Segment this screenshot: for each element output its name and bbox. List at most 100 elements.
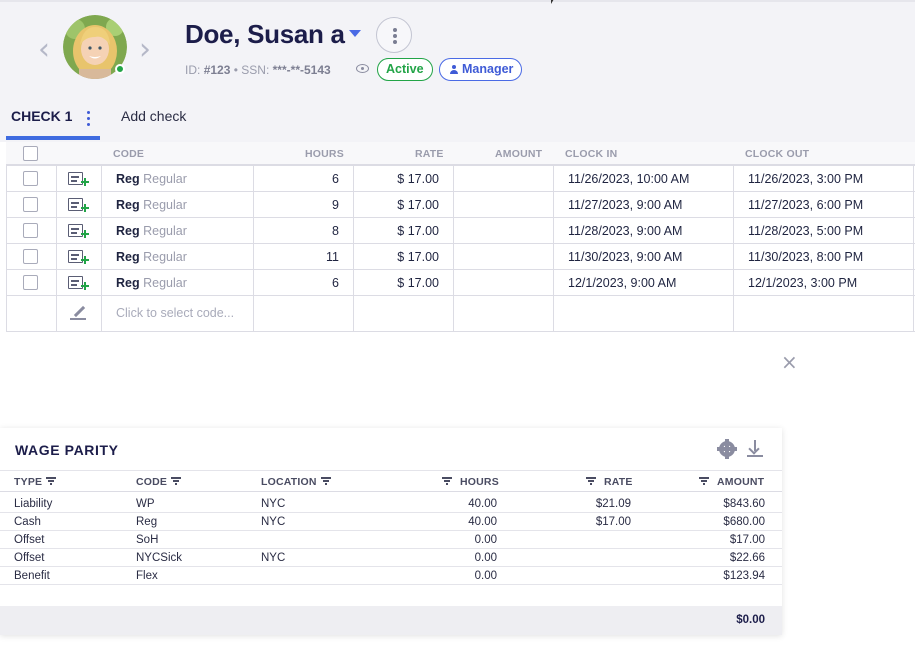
row-hours[interactable]: 6 xyxy=(332,172,339,186)
code-short: Reg xyxy=(116,250,140,264)
wp-location: NYC xyxy=(261,552,286,564)
row-clock-in[interactable]: 11/27/2023, 9:00 AM xyxy=(568,198,683,212)
role-label: Manager xyxy=(462,62,514,76)
show-ssn-eye-icon[interactable] xyxy=(356,64,369,73)
select-code-placeholder[interactable]: Click to select code... xyxy=(116,306,235,320)
edit-pencil-icon[interactable] xyxy=(70,304,86,320)
check-grid-header: CODE HOURS RATE AMOUNT CLOCK IN CLOCK OU… xyxy=(6,142,915,166)
wp-hours: 40.00 xyxy=(468,498,497,510)
close-icon[interactable]: × xyxy=(781,350,798,374)
wp-code: NYCSick xyxy=(136,552,183,564)
row-clock-out[interactable]: 11/30/2023, 8:00 PM xyxy=(748,250,864,264)
tab-check-1[interactable]: CHECK 1 xyxy=(11,108,73,124)
kebab-dot xyxy=(87,123,90,126)
row-checkbox[interactable] xyxy=(23,249,38,264)
tab-add-check[interactable]: Add check xyxy=(121,108,187,124)
row-checkbox[interactable] xyxy=(23,223,38,238)
filter-icon[interactable] xyxy=(442,477,452,485)
wage-parity-total: $0.00 xyxy=(736,614,765,626)
row-code[interactable]: Reg Regular xyxy=(116,276,187,290)
col-clock-in-header[interactable]: CLOCK IN xyxy=(565,148,618,160)
row-hours[interactable]: 9 xyxy=(332,198,339,212)
wp-type: Offset xyxy=(14,552,45,564)
next-employee-chevron-icon[interactable]: › xyxy=(139,32,151,67)
row-clock-out[interactable]: 11/28/2023, 5:00 PM xyxy=(748,224,864,238)
wp-amount: $22.66 xyxy=(729,552,765,564)
add-note-icon[interactable] xyxy=(68,250,89,264)
wp-amount: $17.00 xyxy=(729,534,765,546)
filter-icon[interactable] xyxy=(699,477,709,485)
kebab-dot xyxy=(393,34,397,38)
table-row[interactable]: Offset NYCSick NYC 0.00 $22.66 xyxy=(0,549,782,567)
filter-icon[interactable] xyxy=(171,477,182,485)
row-checkbox[interactable] xyxy=(23,275,38,290)
check-options-kebab-icon[interactable] xyxy=(87,110,91,126)
row-code[interactable]: Reg Regular xyxy=(116,250,187,264)
col-code-header[interactable]: CODE xyxy=(113,148,145,160)
code-short: Reg xyxy=(116,224,140,238)
wage-parity-title: WAGE PARITY xyxy=(15,442,119,458)
row-clock-out[interactable]: 12/1/2023, 3:00 PM xyxy=(748,276,858,290)
row-clock-in[interactable]: 12/1/2023, 9:00 AM xyxy=(568,276,677,290)
row-rate[interactable]: $ 17.00 xyxy=(397,250,439,264)
download-icon[interactable] xyxy=(747,440,763,457)
col-clock-out-header[interactable]: CLOCK OUT xyxy=(745,148,810,160)
row-clock-in[interactable]: 11/30/2023, 9:00 AM xyxy=(568,250,683,264)
row-code[interactable]: Reg Regular xyxy=(116,172,187,186)
kebab-dot xyxy=(87,111,90,114)
add-note-icon[interactable] xyxy=(68,276,89,290)
add-note-icon[interactable] xyxy=(68,172,89,186)
col-rate-header[interactable]: RATE xyxy=(415,148,444,160)
col-rate-header[interactable]: RATE xyxy=(586,476,633,488)
code-description: Regular xyxy=(143,198,187,212)
wp-location: NYC xyxy=(261,498,286,510)
row-rate[interactable]: $ 17.00 xyxy=(397,224,439,238)
previous-employee-chevron-icon[interactable]: ‹ xyxy=(38,32,50,67)
employee-switcher-caret-icon[interactable] xyxy=(349,30,361,37)
table-row[interactable]: Benefit Flex 0.00 $123.94 xyxy=(0,567,782,585)
table-row[interactable]: Reg Regular 6 $ 17.00 12/1/2023, 9:00 AM 12/… xyxy=(6,270,915,296)
row-clock-out[interactable]: 11/27/2023, 6:00 PM xyxy=(748,198,864,212)
table-row[interactable]: Reg Regular 11 $ 17.00 11/30/2023, 9:00 AM 1… xyxy=(6,244,915,270)
row-hours[interactable]: 6 xyxy=(332,276,339,290)
add-note-icon[interactable] xyxy=(68,224,89,238)
select-all-checkbox[interactable] xyxy=(23,146,38,161)
code-description: Regular xyxy=(143,224,187,238)
col-hours-header[interactable]: HOURS xyxy=(305,148,344,160)
col-hours-header[interactable]: HOURS xyxy=(442,476,499,488)
row-rate[interactable]: $ 17.00 xyxy=(397,276,439,290)
add-note-icon[interactable] xyxy=(68,198,89,212)
row-clock-in[interactable]: 11/26/2023, 10:00 AM xyxy=(568,172,690,186)
table-row[interactable]: Liability WP NYC 40.00 $21.09 $843.60 xyxy=(0,495,782,513)
table-row[interactable]: Reg Regular 6 $ 17.00 11/26/2023, 10:00 AM 1… xyxy=(6,166,915,192)
row-code[interactable]: Reg Regular xyxy=(116,224,187,238)
filter-icon[interactable] xyxy=(46,477,57,485)
wp-amount: $123.94 xyxy=(723,570,765,582)
new-entry-row[interactable]: Click to select code... xyxy=(6,296,915,332)
more-actions-button[interactable] xyxy=(376,17,412,53)
row-clock-in[interactable]: 11/28/2023, 9:00 AM xyxy=(568,224,683,238)
row-hours[interactable]: 8 xyxy=(332,224,339,238)
table-row[interactable]: Reg Regular 8 $ 17.00 11/28/2023, 9:00 AM 11… xyxy=(6,218,915,244)
employee-name: Doe, Susan a xyxy=(185,19,345,49)
table-row[interactable]: Reg Regular 9 $ 17.00 11/27/2023, 9:00 AM 11… xyxy=(6,192,915,218)
gear-icon[interactable] xyxy=(717,439,737,459)
col-location-header[interactable]: LOCATION xyxy=(261,476,331,488)
col-amount-header[interactable]: AMOUNT xyxy=(699,476,764,488)
col-amount-header[interactable]: AMOUNT xyxy=(495,148,543,160)
row-clock-out[interactable]: 11/26/2023, 3:00 PM xyxy=(748,172,864,186)
table-row[interactable]: Cash Reg NYC 40.00 $17.00 $680.00 xyxy=(0,513,782,531)
col-type-header[interactable]: TYPE xyxy=(14,476,57,488)
filter-icon[interactable] xyxy=(320,477,331,485)
row-hours[interactable]: 11 xyxy=(326,250,339,264)
row-rate[interactable]: $ 17.00 xyxy=(397,198,439,212)
row-rate[interactable]: $ 17.00 xyxy=(397,172,439,186)
row-code[interactable]: Reg Regular xyxy=(116,198,187,212)
grid-divider xyxy=(56,166,57,332)
wp-code: WP xyxy=(136,498,155,510)
filter-icon[interactable] xyxy=(586,477,596,485)
table-row[interactable]: Offset SoH 0.00 $17.00 xyxy=(0,531,782,549)
row-checkbox[interactable] xyxy=(23,171,38,186)
row-checkbox[interactable] xyxy=(23,197,38,212)
col-code-header[interactable]: CODE xyxy=(136,476,182,488)
